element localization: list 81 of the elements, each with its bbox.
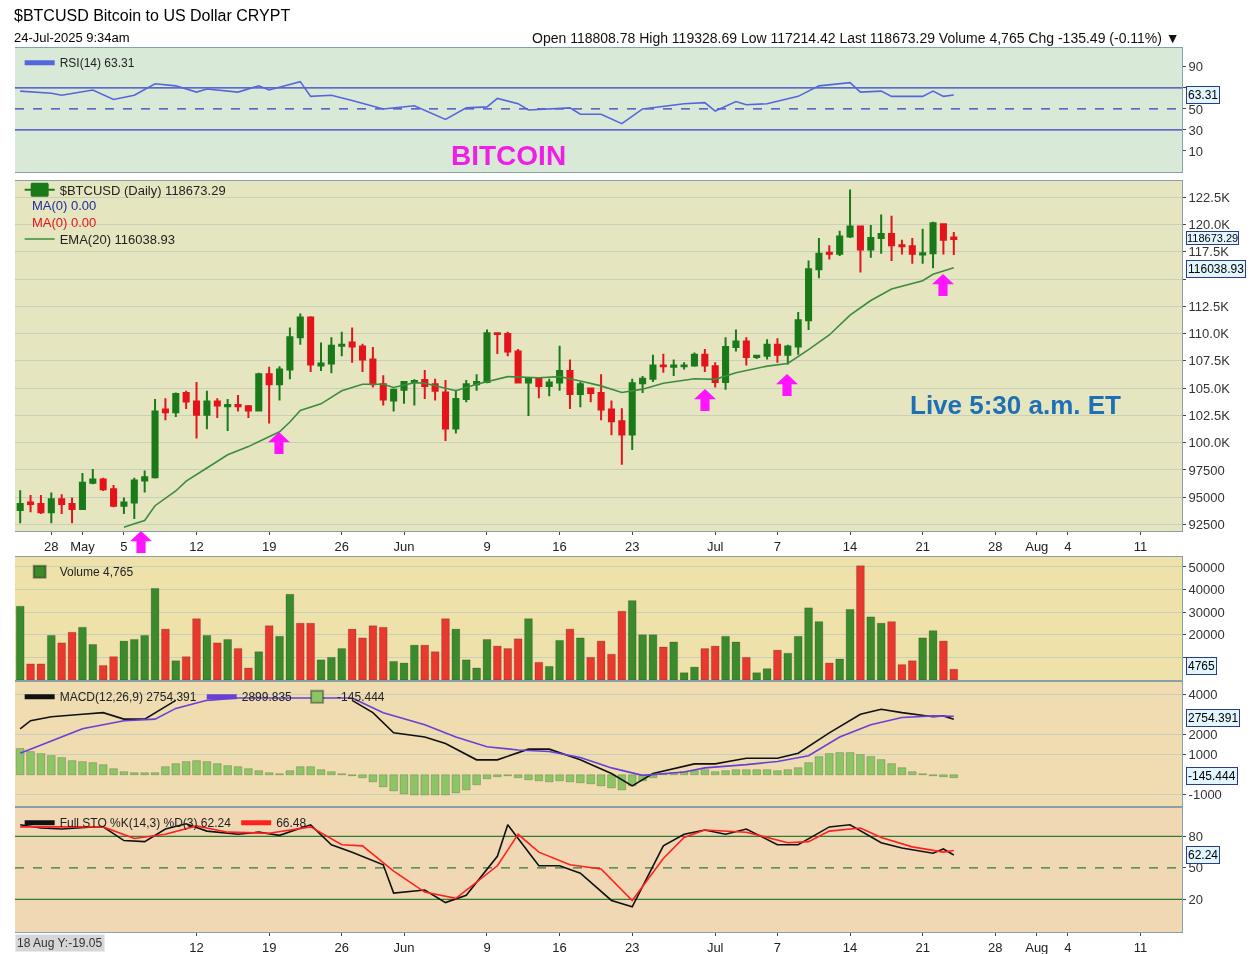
x-tick-label: 28	[988, 538, 1003, 554]
text: 63.31	[1188, 88, 1219, 102]
y-tick-label: 122.5K	[1188, 189, 1231, 205]
y-tick-label: 105.0K	[1188, 380, 1231, 396]
x-tick-label: 21	[915, 538, 930, 554]
x-tick-label: 28	[988, 939, 1003, 954]
annotation: BITCOIN	[451, 140, 567, 171]
text: 4765	[1188, 659, 1216, 673]
x-tick-label: Aug	[1025, 939, 1049, 954]
x-tick-label: Jun	[393, 538, 415, 554]
y-tick-label: 50	[1188, 101, 1204, 117]
text: 18 Aug Y:-19.05	[17, 936, 103, 950]
x-tick-label: 21	[915, 939, 930, 954]
legend-label: MACD(12,26,9) 2754.391	[59, 690, 197, 705]
y-tick-label: 1000	[1188, 747, 1218, 763]
y-tick-label: 97500	[1188, 462, 1225, 478]
y-tick-label: 120.0K	[1188, 217, 1231, 233]
x-tick-label: 19	[261, 538, 277, 554]
y-tick-label: 40000	[1188, 582, 1225, 598]
y-tick-label: 20000	[1188, 627, 1225, 643]
x-tick-label: 9	[483, 538, 491, 554]
y-tick-label: 80	[1188, 828, 1204, 844]
legend-label: $BTCUSD (Daily) 118673.29	[59, 182, 226, 198]
x-tick-label: 14	[842, 939, 858, 954]
x-tick-label: 12	[189, 939, 204, 954]
x-tick-label: 26	[334, 939, 349, 954]
x-tick-label: 16	[552, 939, 567, 954]
legend-label: -145.444	[337, 690, 385, 705]
y-tick-label: 110.0K	[1188, 326, 1230, 342]
text: -145.444	[1188, 769, 1236, 783]
y-tick-label: 4000	[1188, 686, 1218, 702]
text: Open 118808.78 High 119328.69 Low 117214.42 Last 118673.29 Volume 4,765 Chg -135.49 (-0.11%) ▼	[532, 30, 1180, 46]
text: 118673.29	[1187, 232, 1239, 244]
x-tick-label: 23	[624, 538, 640, 554]
y-tick-label: 107.5K	[1188, 353, 1231, 369]
x-tick-label: Aug	[1025, 538, 1049, 554]
x-tick-label: 4	[1064, 538, 1072, 554]
x-tick-label: Jun	[393, 939, 415, 954]
y-tick-label: 20	[1188, 891, 1204, 907]
x-tick-label: 11	[1133, 939, 1148, 954]
y-tick-label: 50000	[1188, 559, 1225, 575]
y-tick-label: 30000	[1188, 604, 1225, 620]
legend-label: RSI(14) 63.31	[59, 56, 135, 71]
text: 2754.391	[1188, 711, 1239, 725]
y-tick-label: 30	[1188, 122, 1204, 138]
annotation: MA(0) 0.00	[32, 215, 97, 230]
y-tick-label: -1000	[1188, 787, 1222, 803]
x-tick-label: 19	[261, 939, 277, 954]
annotation: Live 5:30 a.m. ET	[910, 390, 1122, 420]
y-tick-label: 112.5K	[1188, 298, 1230, 314]
x-tick-label: 7	[773, 939, 782, 954]
y-tick-label: 10	[1188, 143, 1204, 159]
y-tick-label: 92500	[1188, 517, 1225, 533]
x-tick-label: 26	[334, 538, 349, 554]
x-tick-label: 4	[1064, 939, 1072, 954]
annotation: MA(0) 0.00	[32, 198, 97, 213]
x-tick-label: Jul	[706, 939, 724, 954]
chart-subtitle: 24-Jul-2025 9:34am	[14, 30, 130, 45]
x-tick-label: 23	[624, 939, 640, 954]
x-tick-label: 9	[483, 939, 491, 954]
y-tick-label: 95000	[1188, 489, 1225, 505]
y-tick-label: 2000	[1188, 726, 1218, 742]
y-tick-label: 117.5K	[1188, 244, 1230, 260]
x-tick-label: Jul	[706, 538, 724, 554]
text: 62.24	[1188, 848, 1219, 862]
x-tick-label: 11	[1133, 538, 1148, 554]
x-tick-label: 28	[44, 538, 59, 554]
x-tick-label: 14	[842, 538, 858, 554]
y-tick-label: 90	[1188, 59, 1204, 75]
y-tick-label: 102.5K	[1188, 407, 1231, 423]
x-tick-label: May	[70, 538, 96, 554]
x-tick-label: 7	[773, 538, 782, 554]
chart-title: $BTCUSD Bitcoin to US Dollar CRYPT	[14, 7, 291, 25]
text: 116038.93	[1188, 262, 1245, 276]
x-tick-label: 16	[552, 538, 567, 554]
legend-label: EMA(20) 116038.93	[59, 232, 176, 248]
legend-label: Volume 4,765	[59, 565, 134, 580]
x-tick-label: 5	[120, 538, 128, 554]
x-tick-label: 12	[189, 538, 204, 554]
y-tick-label: 100.0K	[1188, 435, 1231, 451]
legend-label: 66.48	[276, 816, 307, 831]
